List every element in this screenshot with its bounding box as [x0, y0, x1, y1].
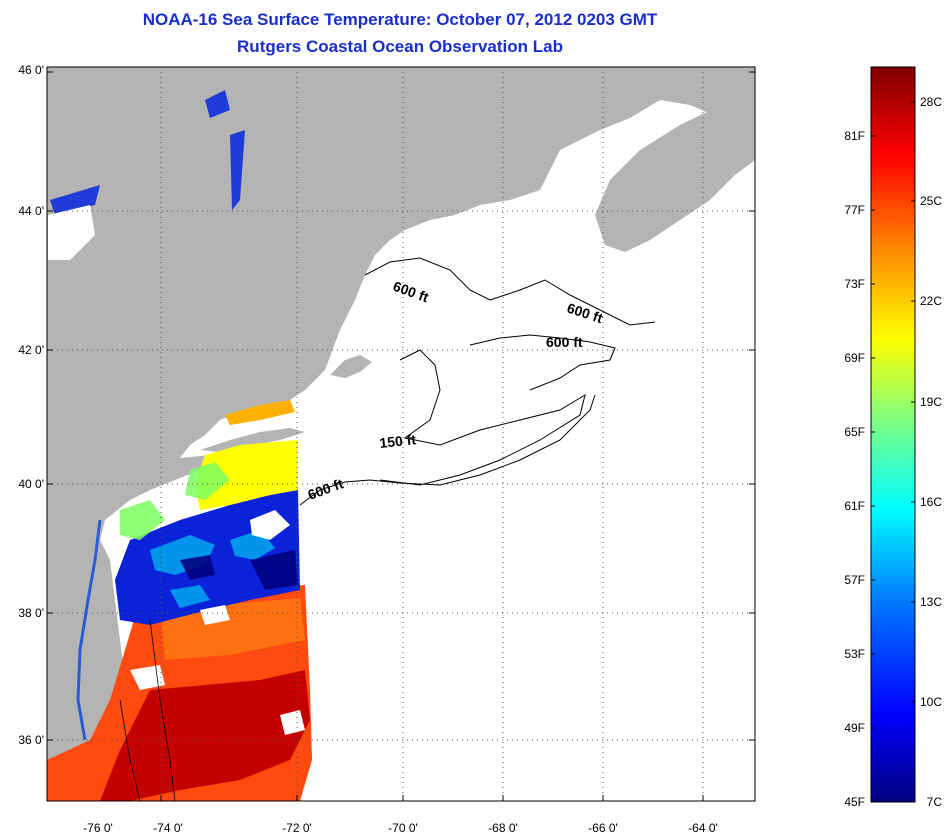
colorbar-celsius-label: 19C [920, 395, 942, 409]
colorbar-celsius-label: 28C [920, 95, 942, 109]
colorbar-fahrenheit-label: 65F [844, 425, 865, 439]
sst-nearshore-green [120, 462, 230, 540]
bathymetry-contour-inner [119, 619, 176, 801]
lon-label: -72 0' [282, 821, 312, 835]
colorbar-gradient [870, 66, 916, 803]
colorbar-fahrenheit-label: 61F [844, 499, 865, 513]
colorbar-celsius-label: 10C [920, 695, 942, 709]
sst-orange-band [160, 598, 305, 660]
contour-label: 600 ft [546, 334, 583, 350]
inland-lake-white [48, 205, 95, 260]
colorbar-ticks [871, 101, 915, 729]
colorbar-celsius-label: 22C [920, 294, 942, 308]
title-line-1: NOAA-16 Sea Surface Temperature: October… [142, 10, 658, 29]
colorbar-celsius-label: 25C [920, 194, 942, 208]
colorbar-fahrenheit-label: 81F [844, 129, 865, 143]
colorbar-celsius-label: 7C [927, 795, 943, 809]
lat-label: 38 0' [18, 606, 44, 620]
lon-label: -70 0' [388, 821, 418, 835]
colorbar-fahrenheit-label: 49F [844, 721, 865, 735]
axis-ticks [47, 71, 755, 801]
lat-label: 36 0' [18, 733, 44, 747]
land-long-island [200, 428, 305, 452]
temperature-colorbar: 81F 77F 73F 69F 65F 61F 57F 53F 49F 45F … [844, 66, 943, 809]
gridlines [47, 67, 755, 801]
land-cape-cod [330, 355, 372, 378]
lon-label: -76 0' [83, 821, 113, 835]
lat-label: 44 0' [18, 204, 44, 218]
bathymetry-contour-600ft-gulf [364, 257, 656, 326]
lon-label: -68 0' [488, 821, 518, 835]
lat-label: 46 0' [18, 63, 44, 77]
sst-navy-patches [180, 550, 298, 590]
bathymetry-contour-600ft-slope [299, 394, 596, 506]
colorbar-fahrenheit-label: 57F [844, 573, 865, 587]
sst-nearshore-yellow [195, 440, 298, 510]
map-title: NOAA-16 Sea Surface Temperature: October… [0, 6, 800, 60]
chesapeake-bay [76, 519, 102, 741]
colorbar-fahrenheit-label: 53F [844, 647, 865, 661]
colorbar-fahrenheit-label: 73F [844, 277, 865, 291]
sst-map: 46 0' 44 0' 42 0' 40 0' 38 0' 36 0' -76 … [18, 63, 756, 835]
lat-label: 40 0' [18, 477, 44, 491]
bathymetry-contour-150ft [379, 349, 586, 486]
colorbar-fahrenheit-label: 69F [844, 351, 865, 365]
colorbar-celsius-label: 16C [920, 495, 942, 509]
land-mainland [47, 67, 755, 801]
contour-label: 150 ft [379, 431, 417, 451]
colorbar-celsius-label: 13C [920, 595, 942, 609]
land-nova-scotia [595, 108, 755, 252]
sst-hot-region [100, 670, 310, 801]
lat-label: 42 0' [18, 343, 44, 357]
cloud-patches [130, 510, 305, 735]
map-frame [46, 66, 756, 802]
bathymetry-contour-600ft-shelf [469, 334, 616, 391]
colorbar-fahrenheit-label: 77F [844, 203, 865, 217]
title-line-2: Rutgers Coastal Ocean Observation Lab [237, 37, 563, 56]
lon-label: -64 0' [688, 821, 718, 835]
sst-long-island-sound [225, 400, 295, 425]
inland-lakes [50, 90, 245, 215]
colorbar-fahrenheit-label: 45F [844, 795, 865, 809]
lon-label: -66 0' [588, 821, 618, 835]
lon-label: -74 0' [153, 821, 183, 835]
sst-cool-patches [150, 530, 275, 608]
